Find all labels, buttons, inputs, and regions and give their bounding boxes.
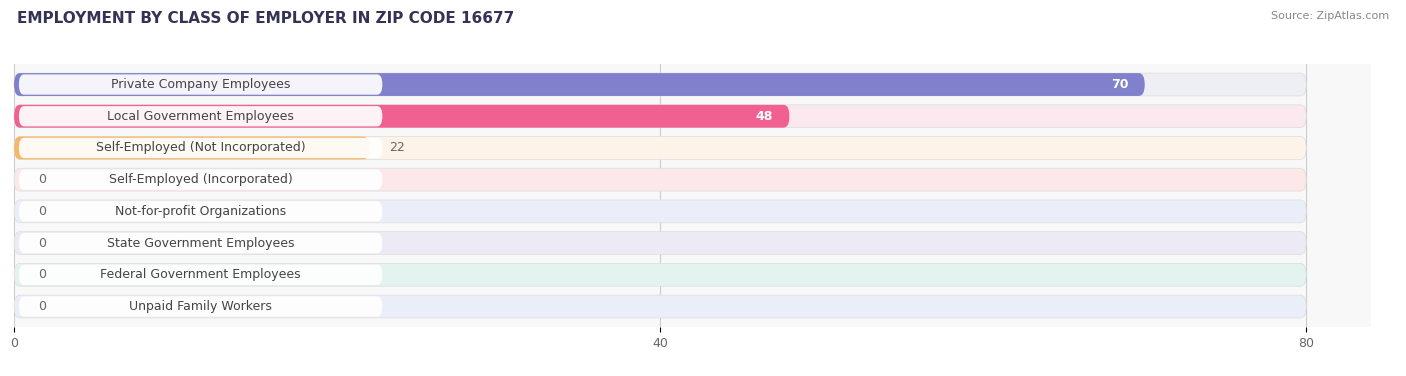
FancyBboxPatch shape bbox=[18, 138, 382, 158]
FancyBboxPatch shape bbox=[14, 232, 1306, 255]
FancyBboxPatch shape bbox=[18, 265, 382, 285]
FancyBboxPatch shape bbox=[14, 136, 1306, 159]
Text: 48: 48 bbox=[756, 110, 773, 123]
Text: Self-Employed (Incorporated): Self-Employed (Incorporated) bbox=[108, 173, 292, 186]
Text: Federal Government Employees: Federal Government Employees bbox=[100, 268, 301, 281]
Text: Self-Employed (Not Incorporated): Self-Employed (Not Incorporated) bbox=[96, 141, 305, 155]
Text: Private Company Employees: Private Company Employees bbox=[111, 78, 290, 91]
Text: 0: 0 bbox=[38, 268, 46, 281]
Text: EMPLOYMENT BY CLASS OF EMPLOYER IN ZIP CODE 16677: EMPLOYMENT BY CLASS OF EMPLOYER IN ZIP C… bbox=[17, 11, 515, 26]
FancyBboxPatch shape bbox=[18, 106, 382, 126]
Text: 0: 0 bbox=[38, 173, 46, 186]
FancyBboxPatch shape bbox=[14, 295, 1306, 318]
Text: 0: 0 bbox=[38, 237, 46, 250]
Text: Local Government Employees: Local Government Employees bbox=[107, 110, 294, 123]
FancyBboxPatch shape bbox=[18, 201, 382, 221]
FancyBboxPatch shape bbox=[14, 105, 1306, 128]
FancyBboxPatch shape bbox=[14, 200, 1306, 223]
Text: 0: 0 bbox=[38, 205, 46, 218]
Text: State Government Employees: State Government Employees bbox=[107, 237, 294, 250]
Text: 22: 22 bbox=[389, 141, 405, 155]
Text: Unpaid Family Workers: Unpaid Family Workers bbox=[129, 300, 271, 313]
FancyBboxPatch shape bbox=[18, 296, 382, 317]
FancyBboxPatch shape bbox=[18, 233, 382, 253]
FancyBboxPatch shape bbox=[14, 105, 789, 128]
Text: Source: ZipAtlas.com: Source: ZipAtlas.com bbox=[1271, 11, 1389, 21]
FancyBboxPatch shape bbox=[14, 73, 1306, 96]
FancyBboxPatch shape bbox=[14, 136, 370, 159]
FancyBboxPatch shape bbox=[14, 168, 1306, 191]
FancyBboxPatch shape bbox=[18, 170, 382, 190]
FancyBboxPatch shape bbox=[14, 73, 1144, 96]
Text: Not-for-profit Organizations: Not-for-profit Organizations bbox=[115, 205, 287, 218]
Text: 70: 70 bbox=[1111, 78, 1129, 91]
Text: 0: 0 bbox=[38, 300, 46, 313]
FancyBboxPatch shape bbox=[14, 263, 1306, 286]
FancyBboxPatch shape bbox=[18, 74, 382, 95]
